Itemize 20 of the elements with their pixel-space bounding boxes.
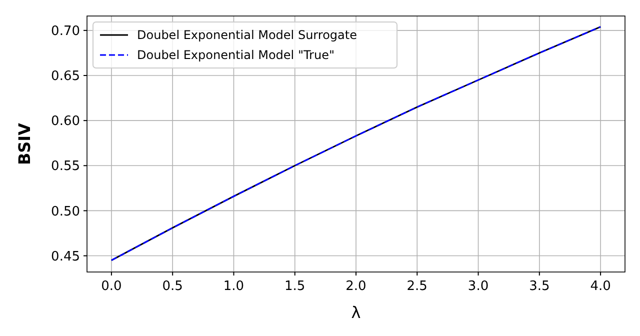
x-tick-label: 2.5 <box>406 279 428 294</box>
y-tick-label: 0.60 <box>51 114 80 130</box>
legend-label: Doubel Exponential Model "True" <box>137 48 334 62</box>
x-tick-label: 3.5 <box>529 279 550 294</box>
x-axis-title: λ <box>351 303 361 322</box>
y-tick-label: 0.50 <box>51 204 80 220</box>
y-tick-label: 0.45 <box>51 249 80 264</box>
y-tick-label: 0.70 <box>51 24 80 39</box>
y-axis-title: BSIV <box>15 122 34 166</box>
x-tick-label: 4.0 <box>590 279 611 294</box>
x-tick-label: 1.0 <box>223 279 244 294</box>
x-tick-label: 2.0 <box>346 279 366 294</box>
y-tick-label: 0.55 <box>51 159 80 174</box>
x-tick-label: 1.5 <box>284 279 306 294</box>
x-tick-label: 0.0 <box>101 279 122 294</box>
x-tick-label: 0.5 <box>162 279 183 294</box>
y-tick-label: 0.65 <box>51 69 80 84</box>
legend-label: Doubel Exponential Model Surrogate <box>137 28 357 42</box>
line-series <box>110 26 602 262</box>
x-tick-label: 3.0 <box>468 279 489 294</box>
